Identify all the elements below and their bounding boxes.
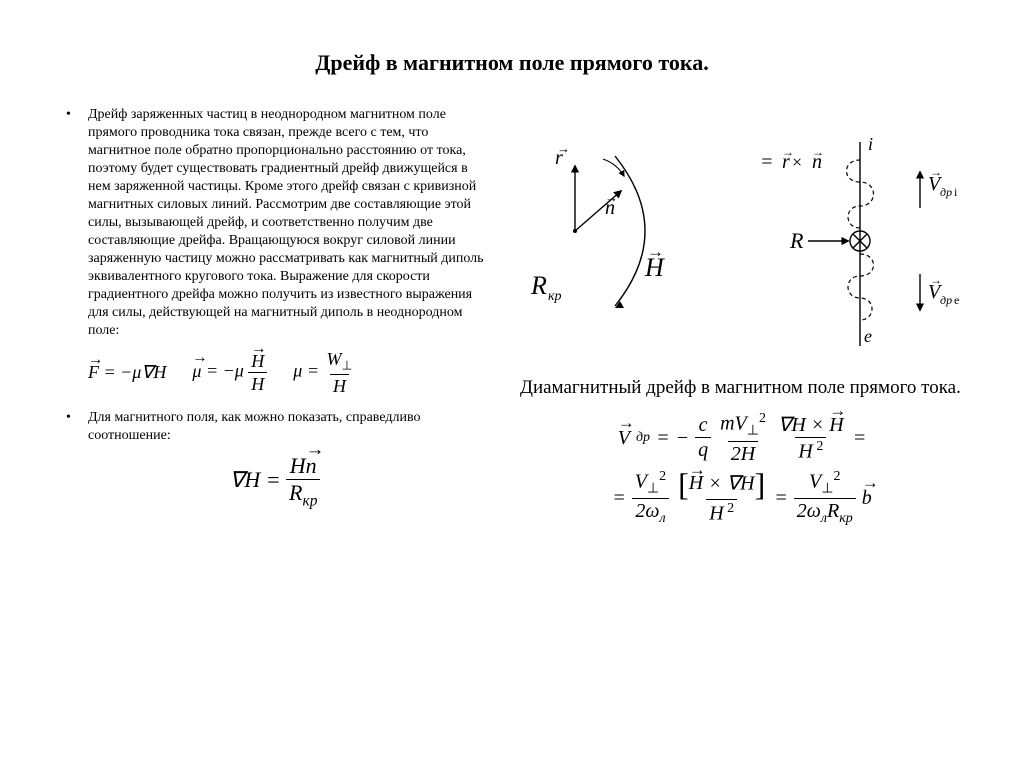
paragraph-1: Дрейф заряженных частиц в неоднородном м…	[88, 106, 490, 340]
svg-text:i: i	[954, 185, 958, 199]
svg-text:→: →	[930, 273, 942, 287]
page-title: Дрейф в магнитном поле прямого тока.	[60, 50, 964, 76]
svg-text:кр: кр	[548, 289, 562, 304]
svg-text:→: →	[930, 165, 942, 179]
bullet-dot: •	[60, 106, 88, 340]
equation-row-2: ∇H = Hn Rкр	[60, 455, 490, 509]
svg-text:=: =	[760, 151, 774, 173]
svg-text:др: др	[940, 293, 952, 307]
svg-text:×: ×	[792, 152, 802, 172]
svg-text:e: e	[954, 293, 959, 307]
eq-mu-scalar: μ = W⊥ H	[293, 350, 355, 395]
wire-diagram: i R V →	[760, 136, 960, 356]
svg-text:др: др	[940, 185, 952, 199]
svg-text:R: R	[789, 228, 804, 253]
right-column: r → n → H → R кр	[520, 106, 964, 532]
svg-text:e: e	[864, 326, 872, 346]
paragraph-2: Для магнитного поля, как можно показать,…	[88, 409, 490, 445]
left-column: • Дрейф заряженных частиц в неоднородном…	[60, 106, 490, 532]
bullet-item-1: • Дрейф заряженных частиц в неоднородном…	[60, 106, 490, 340]
svg-text:→: →	[557, 141, 570, 156]
equation-row-1: F = −μ∇H μ = −μ H H μ = W⊥ H	[88, 350, 490, 395]
eq-mu-vec: μ = −μ H H	[192, 352, 267, 393]
diagram-area: r → n → H → R кр	[520, 136, 964, 356]
main-drift-equation: Vдр = − cq mV⊥22H ∇H × H H 2 = = V⊥2 2ωл	[520, 412, 964, 526]
svg-text:→: →	[647, 242, 664, 261]
bullet-item-2: • Для магнитного поля, как можно показат…	[60, 409, 490, 445]
svg-text:→: →	[605, 190, 618, 205]
svg-text:i: i	[868, 136, 873, 154]
svg-text:R: R	[530, 271, 547, 300]
curvature-diagram: r → n → H → R кр	[525, 136, 700, 326]
eq-F: F = −μ∇H	[88, 362, 166, 383]
svg-text:→: →	[812, 145, 824, 159]
bullet-dot: •	[60, 409, 88, 445]
two-column-layout: • Дрейф заряженных частиц в неоднородном…	[60, 106, 964, 532]
diagram-caption: Диамагнитный дрейф в магнитном поле прям…	[520, 376, 964, 400]
